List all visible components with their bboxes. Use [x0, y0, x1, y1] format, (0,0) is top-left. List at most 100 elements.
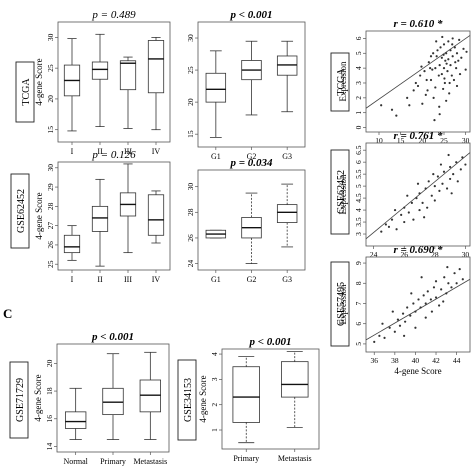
box-iqr: [91, 205, 109, 232]
y-axis-label: 4-gene Score: [198, 375, 208, 422]
y-tick-label: 28: [186, 208, 195, 216]
scatter-point: [436, 49, 439, 52]
scatter-point: [450, 286, 453, 289]
scatter-point: [438, 105, 441, 108]
scatter-point: [406, 306, 409, 309]
scatter-point: [442, 67, 446, 70]
scatter-point: [410, 292, 413, 295]
scatter-point: [414, 326, 417, 329]
scatter-point: [401, 312, 405, 315]
y-tick-label: 6: [354, 160, 363, 164]
fit-line: [365, 152, 471, 240]
scatter-point: [418, 192, 421, 195]
y-tick-label: 26: [186, 234, 195, 242]
x-tick-label: Metastasis: [133, 457, 167, 466]
y-tick-label: 5: [354, 342, 363, 346]
scatter-point: [402, 334, 406, 337]
x-tick-label: 44: [453, 356, 461, 365]
dataset-label: GSE57495: [336, 282, 347, 326]
scatter-point: [417, 298, 420, 301]
scatter-point: [439, 163, 443, 166]
scatter-point: [412, 218, 415, 221]
stat-label: p = 0.489: [91, 9, 136, 21]
x-tick-label: G1: [211, 152, 221, 161]
x-tick-label: I: [71, 275, 74, 284]
x-tick-label: I: [71, 147, 74, 156]
dataset-label-box: [15, 61, 35, 123]
scatter-point: [433, 199, 436, 202]
box-IV: [147, 190, 165, 244]
scatter-point: [462, 47, 465, 50]
scatter-point: [443, 81, 446, 85]
y-tick-label: 3: [354, 81, 363, 85]
scatter-point: [458, 38, 461, 42]
y-tick-label: 6.5: [354, 145, 363, 155]
box-G3: [276, 183, 298, 248]
y-tick-label: 8: [354, 281, 363, 285]
box-II: [91, 178, 109, 267]
scatter-point: [449, 177, 452, 181]
scatter-point: [393, 330, 396, 333]
x-tick-label: 42: [432, 356, 440, 365]
scatter-point: [429, 78, 433, 82]
y-tick-label: 2: [210, 403, 219, 407]
y-tick-label: 7: [354, 301, 363, 305]
scatter-point: [458, 72, 462, 76]
scatter-point: [424, 187, 427, 190]
box-iqr: [232, 366, 260, 423]
dataset-label-box: [9, 361, 29, 439]
scatter-point: [447, 40, 450, 43]
scatter-point: [421, 201, 424, 204]
scatter-point: [457, 59, 460, 62]
scatter-point: [451, 37, 454, 40]
stat-label: p = 0.034: [229, 157, 273, 169]
scatter-point: [445, 99, 448, 102]
stat-label: p < 0.001: [248, 336, 291, 348]
scatter-point: [380, 104, 383, 107]
scatter-point: [414, 310, 417, 313]
scatter-point: [432, 96, 435, 99]
scatter-point: [442, 53, 445, 56]
scatter-point: [396, 318, 400, 321]
y-tick-label: 1: [354, 111, 363, 115]
scatter-point: [400, 213, 403, 216]
box-iqr: [147, 40, 165, 94]
scatter-point: [455, 52, 459, 55]
scatter-point: [434, 67, 437, 70]
y-tick-label: 5: [354, 51, 363, 55]
x-axis-label: 4-gene Score: [394, 366, 441, 376]
y-tick-label: 29: [46, 183, 55, 191]
scatter-point: [391, 310, 394, 313]
scatter-point: [383, 336, 386, 339]
x-tick-label: 40: [412, 356, 420, 365]
scatter-point: [440, 56, 443, 59]
scatter-point: [447, 153, 450, 157]
scatter-point: [415, 196, 418, 200]
y-tick-label: 20: [186, 98, 195, 106]
y-axis-label: 4-gene Score: [33, 374, 43, 421]
scatter-point: [419, 306, 422, 309]
scatter-point: [445, 52, 448, 55]
scatter-point: [441, 35, 444, 39]
dataset-label: GSE62452: [336, 170, 347, 214]
scatter-point: [461, 278, 464, 281]
scatter-point: [439, 46, 442, 49]
scatter-point: [446, 70, 449, 73]
y-tick-label: 3.5: [354, 217, 363, 227]
scatter-point: [445, 187, 449, 190]
scatter-point: [380, 230, 383, 233]
scatter-point: [458, 268, 461, 271]
y-tick-label: 20: [46, 95, 55, 103]
scatter-point: [436, 175, 439, 178]
scatter-point: [427, 180, 430, 183]
y-tick-label: 4: [354, 208, 363, 212]
dataset-label: TCGA: [21, 78, 32, 106]
scatter-point: [433, 185, 436, 188]
plot-frame: [57, 21, 171, 143]
scatter-point: [465, 50, 468, 53]
scatter-point: [398, 324, 402, 327]
scatter-point: [455, 161, 458, 164]
scatter-point: [427, 61, 430, 64]
